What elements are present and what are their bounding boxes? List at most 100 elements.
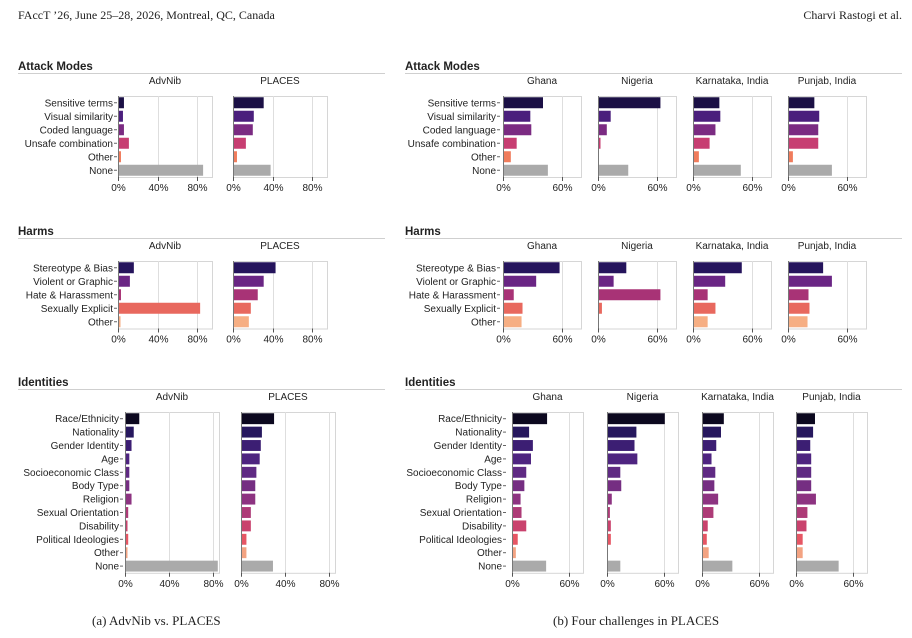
bar-nigeria-religion: [608, 493, 612, 505]
category-label-disability: Disability: [462, 521, 502, 532]
category-label-race-ethnicity: Race/Ethnicity: [55, 414, 119, 425]
category-label-unsafe-combination: Unsafe combination: [25, 139, 113, 150]
tick-label: 0%: [111, 335, 126, 346]
bar-places-other: [234, 316, 249, 328]
tick-label: 0%: [591, 335, 606, 346]
tick-label: 60%: [647, 183, 667, 194]
bar-places-unsafe-combination: [234, 137, 246, 149]
bar-ghana-visual-similarity: [504, 110, 531, 122]
category-label-sexually-explicit: Sexually Explicit: [424, 304, 496, 315]
category-label-stereotype-bias: Stereotype & Bias: [33, 263, 113, 274]
bar-punjab-india-sexually-explicit: [789, 302, 810, 314]
tick-label: 0%: [226, 335, 241, 346]
panel-advnib: AdvNib 0% 40% 80%: [111, 76, 213, 194]
panel-title-nigeria: Nigeria: [621, 241, 653, 252]
section-title-harms: Harms: [405, 226, 441, 238]
bar-ghana-none: [504, 164, 548, 176]
bar-places-nationality: [242, 426, 262, 438]
bar-nigeria-race-ethnicity: [608, 413, 665, 425]
tick-label: 40%: [148, 335, 168, 346]
bar-punjab-india-stereotype-bias: [789, 262, 824, 274]
tick-label: 60%: [552, 183, 572, 194]
panel-ghana: Ghana 0% 60%: [505, 392, 584, 590]
bar-karnataka-india-political-ideologies: [703, 533, 707, 545]
panel-karnataka-india: Karnataka, India 0% 60%: [686, 76, 772, 194]
bar-nigeria-sexually-explicit: [599, 302, 602, 314]
bar-karnataka-india-socioeconomic-class: [703, 466, 716, 478]
tick-label: 80%: [187, 183, 207, 194]
bar-punjab-india-gender-identity: [797, 440, 811, 451]
category-label-body-type: Body Type: [455, 481, 503, 492]
tick-label: 60%: [742, 335, 762, 346]
category-label-none: None: [95, 562, 119, 573]
bar-punjab-india-nationality: [797, 426, 814, 438]
category-label-coded-language: Coded language: [423, 125, 497, 136]
bar-places-disability: [242, 520, 251, 532]
bar-ghana-other: [504, 316, 522, 328]
category-label-socioeconomic-class: Socioeconomic Class: [406, 468, 502, 479]
tick-label: 0%: [686, 335, 701, 346]
bar-punjab-india-visual-similarity: [789, 110, 820, 122]
bar-karnataka-india-stereotype-bias: [694, 262, 742, 274]
category-label-none: None: [89, 166, 113, 177]
category-label-other: Other: [94, 548, 120, 559]
bar-places-none: [242, 560, 273, 572]
category-label-stereotype-bias: Stereotype & Bias: [416, 263, 496, 274]
tick-label: 0%: [496, 335, 511, 346]
bar-places-sensitive-terms: [234, 97, 264, 109]
tick-label: 0%: [234, 579, 249, 590]
bar-nigeria-gender-identity: [608, 440, 635, 451]
tick-label: 0%: [496, 183, 511, 194]
category-label-body-type: Body Type: [72, 481, 120, 492]
bar-ghana-hate-harassment: [504, 289, 514, 301]
bar-nigeria-none: [608, 560, 621, 572]
chart-attack-modes-0: Attack Modes Sensitive terms Visual simila…: [18, 61, 385, 194]
bar-punjab-india-socioeconomic-class: [797, 466, 812, 478]
bar-places-coded-language: [234, 124, 253, 136]
bar-nigeria-sensitive-terms: [599, 97, 661, 109]
bar-punjab-india-none: [797, 560, 839, 572]
bar-ghana-nationality: [513, 426, 530, 438]
section-title-attack-modes: Attack Modes: [405, 61, 480, 73]
bar-advnib-other: [119, 151, 121, 163]
panel-karnataka-india: Karnataka, India 0% 60%: [695, 392, 774, 590]
panel-nigeria: Nigeria 0% 60%: [600, 392, 679, 590]
tick-label: 60%: [552, 335, 572, 346]
tick-label: 0%: [600, 579, 615, 590]
caption-a: (a) AdvNib vs. PLACES: [92, 613, 221, 628]
bar-advnib-hate-harassment: [119, 289, 121, 301]
plot-frame: [125, 412, 220, 574]
bar-nigeria-coded-language: [599, 124, 607, 136]
bar-karnataka-india-sensitive-terms: [694, 97, 720, 109]
panel-title-places: PLACES: [268, 392, 308, 403]
section-title-harms: Harms: [18, 226, 54, 238]
bar-punjab-india-religion: [797, 493, 816, 505]
bar-places-age: [242, 453, 260, 465]
category-label-nationality: Nationality: [72, 428, 119, 439]
bar-advnib-race-ethnicity: [126, 413, 140, 425]
panel-punjab-india: Punjab, India 0% 60%: [781, 76, 867, 194]
panel-title-nigeria: Nigeria: [621, 76, 653, 87]
bar-karnataka-india-disability: [703, 520, 708, 532]
panel-nigeria: Nigeria 0% 60%: [591, 241, 677, 346]
tick-label: 60%: [742, 183, 762, 194]
panel-places: PLACES 0% 40% 80%: [226, 241, 328, 346]
tick-label: 80%: [203, 579, 223, 590]
bar-ghana-religion: [513, 493, 521, 505]
category-label-other: Other: [471, 317, 497, 328]
bar-advnib-stereotype-bias: [119, 262, 134, 274]
tick-label: 60%: [749, 579, 769, 590]
panel-nigeria: Nigeria 0% 60%: [591, 76, 677, 194]
section-title-identities: Identities: [405, 377, 455, 389]
chart-identities-4: Identities Race/Ethnicity Nationality Gende…: [18, 377, 385, 590]
bar-karnataka-india-hate-harassment: [694, 289, 708, 301]
bar-karnataka-india-none: [694, 164, 741, 176]
tick-label: 0%: [789, 579, 804, 590]
panel-title-ghana: Ghana: [527, 241, 557, 252]
bar-ghana-sensitive-terms: [504, 97, 543, 109]
bar-karnataka-india-violent-or-graphic: [694, 275, 726, 287]
panel-punjab-india: Punjab, India 0% 60%: [789, 392, 868, 590]
bar-advnib-sexual-orientation: [126, 507, 129, 518]
category-label-political-ideologies: Political Ideologies: [419, 535, 502, 546]
bar-places-hate-harassment: [234, 289, 258, 301]
